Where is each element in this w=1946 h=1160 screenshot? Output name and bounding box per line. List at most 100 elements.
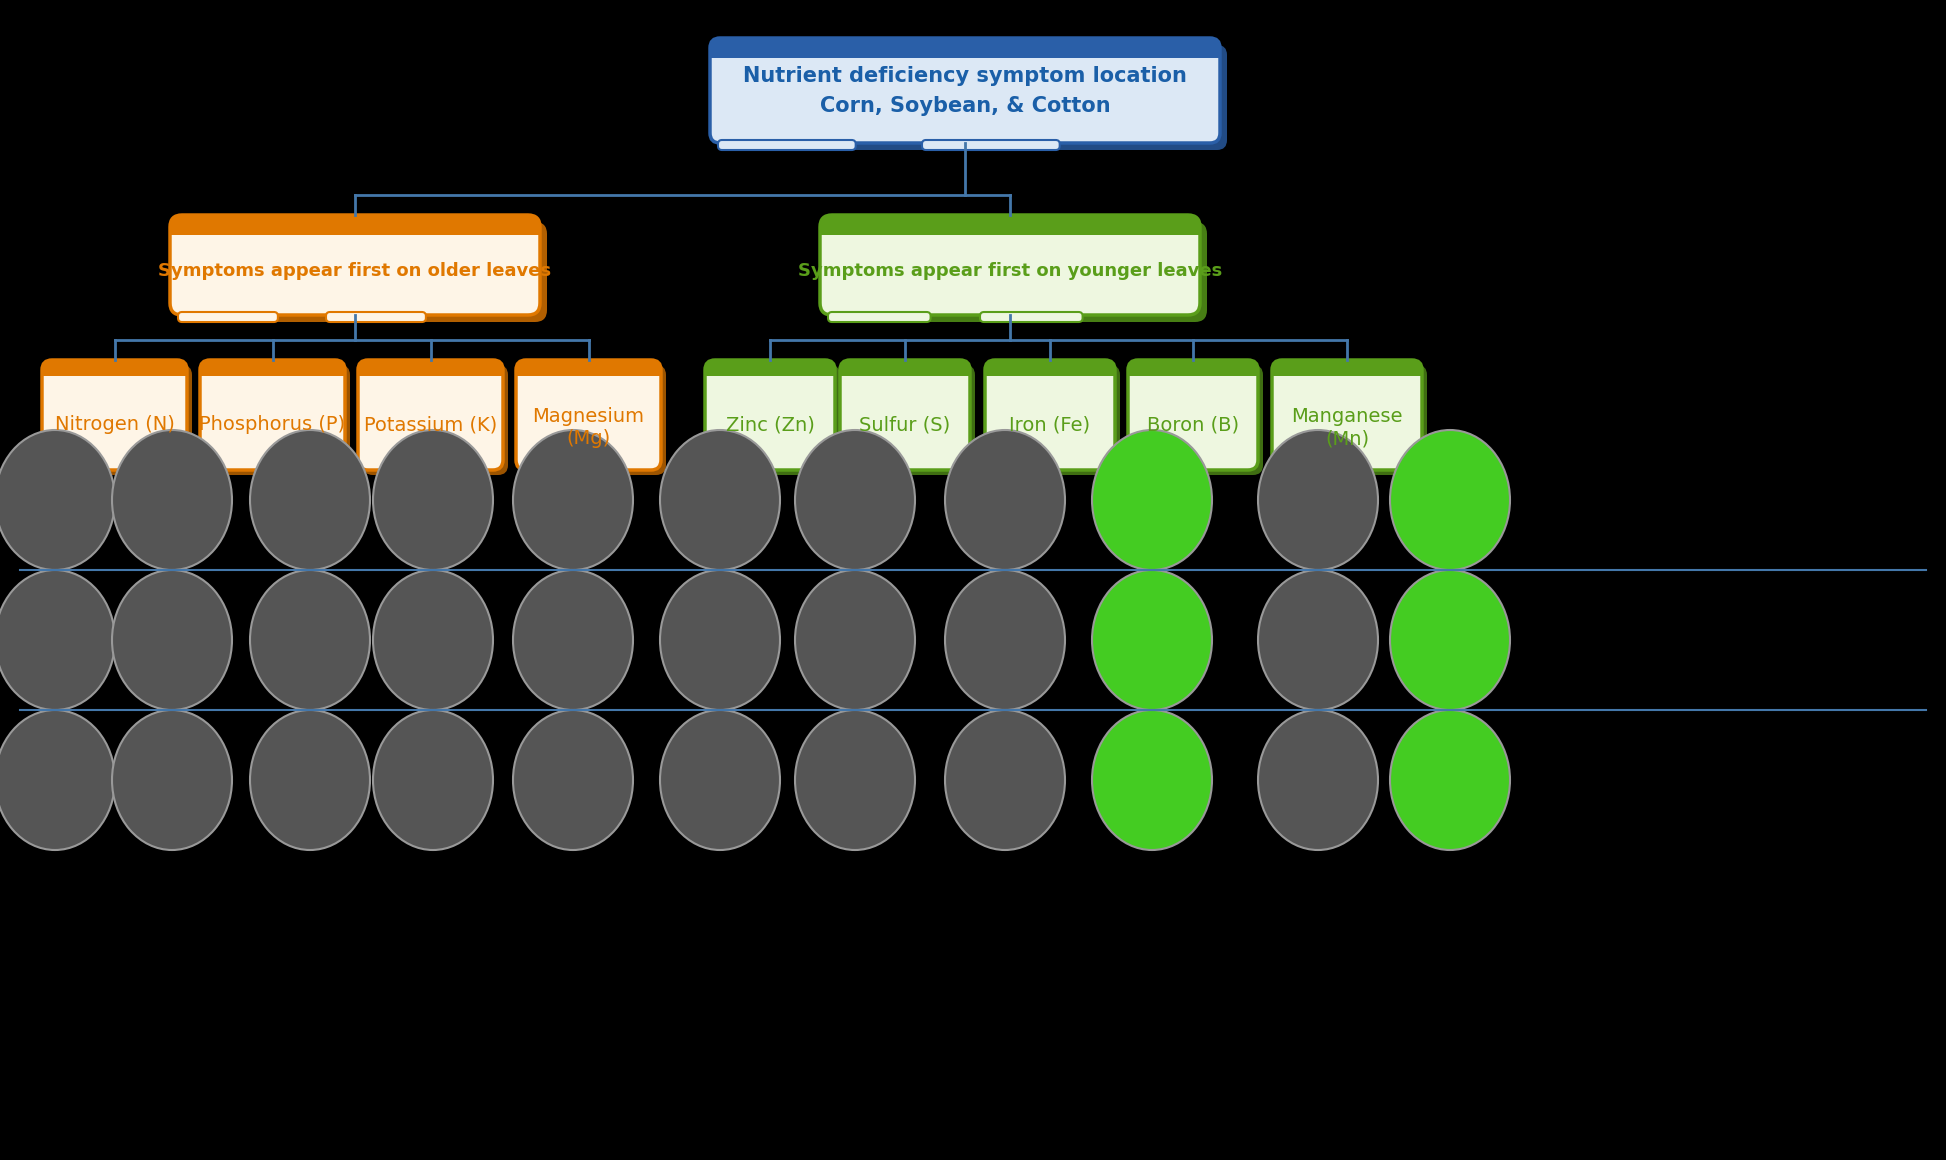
FancyBboxPatch shape — [516, 360, 662, 376]
FancyBboxPatch shape — [200, 360, 344, 470]
Ellipse shape — [0, 710, 115, 850]
FancyBboxPatch shape — [819, 215, 1201, 235]
FancyBboxPatch shape — [718, 140, 856, 150]
Ellipse shape — [946, 430, 1064, 570]
Text: (Mg): (Mg) — [566, 429, 611, 449]
Text: Phosphorus (P): Phosphorus (P) — [198, 415, 346, 435]
FancyBboxPatch shape — [177, 312, 278, 322]
FancyBboxPatch shape — [177, 222, 547, 322]
Text: Nutrient deficiency symptom location: Nutrient deficiency symptom location — [743, 66, 1187, 87]
FancyBboxPatch shape — [169, 215, 539, 316]
FancyBboxPatch shape — [710, 38, 1220, 58]
FancyBboxPatch shape — [1277, 365, 1426, 474]
Text: Sulfur (S): Sulfur (S) — [860, 415, 952, 435]
Ellipse shape — [514, 710, 632, 850]
FancyBboxPatch shape — [47, 365, 193, 474]
FancyBboxPatch shape — [981, 312, 1082, 322]
FancyBboxPatch shape — [1273, 360, 1423, 376]
Bar — [710, 48, 1220, 58]
Bar — [985, 368, 1115, 376]
FancyBboxPatch shape — [200, 360, 344, 376]
Ellipse shape — [249, 430, 370, 570]
FancyBboxPatch shape — [1273, 360, 1423, 470]
Ellipse shape — [660, 710, 780, 850]
FancyBboxPatch shape — [1129, 360, 1257, 376]
Ellipse shape — [113, 570, 232, 710]
Bar — [169, 225, 539, 235]
Ellipse shape — [374, 710, 492, 850]
Ellipse shape — [660, 430, 780, 570]
Ellipse shape — [1389, 430, 1510, 570]
FancyBboxPatch shape — [43, 360, 187, 470]
FancyBboxPatch shape — [358, 360, 502, 470]
FancyBboxPatch shape — [327, 312, 426, 322]
Ellipse shape — [1389, 570, 1510, 710]
Ellipse shape — [249, 710, 370, 850]
Ellipse shape — [514, 430, 632, 570]
FancyBboxPatch shape — [716, 45, 1228, 150]
FancyBboxPatch shape — [922, 140, 1061, 150]
FancyBboxPatch shape — [1133, 365, 1263, 474]
FancyBboxPatch shape — [516, 360, 662, 470]
Ellipse shape — [1092, 710, 1212, 850]
FancyBboxPatch shape — [819, 215, 1201, 316]
FancyBboxPatch shape — [1129, 360, 1257, 470]
FancyBboxPatch shape — [985, 360, 1115, 376]
Bar — [841, 368, 969, 376]
Ellipse shape — [796, 710, 915, 850]
Ellipse shape — [113, 430, 232, 570]
Ellipse shape — [1092, 570, 1212, 710]
Ellipse shape — [1389, 710, 1510, 850]
Text: Manganese: Manganese — [1292, 407, 1403, 427]
FancyBboxPatch shape — [704, 360, 835, 376]
FancyBboxPatch shape — [704, 360, 835, 470]
FancyBboxPatch shape — [364, 365, 508, 474]
FancyBboxPatch shape — [358, 360, 502, 376]
Bar — [1129, 368, 1257, 376]
FancyBboxPatch shape — [43, 360, 187, 376]
FancyBboxPatch shape — [841, 360, 969, 470]
Ellipse shape — [249, 570, 370, 710]
Bar — [43, 368, 187, 376]
FancyBboxPatch shape — [841, 360, 969, 376]
Ellipse shape — [514, 570, 632, 710]
Text: Corn, Soybean, & Cotton: Corn, Soybean, & Cotton — [819, 96, 1111, 116]
Bar — [358, 368, 502, 376]
Bar — [200, 368, 344, 376]
FancyBboxPatch shape — [827, 312, 930, 322]
Ellipse shape — [1257, 430, 1378, 570]
FancyBboxPatch shape — [985, 360, 1115, 470]
Ellipse shape — [0, 430, 115, 570]
FancyBboxPatch shape — [991, 365, 1121, 474]
Text: Iron (Fe): Iron (Fe) — [1010, 415, 1090, 435]
Ellipse shape — [946, 710, 1064, 850]
Bar — [516, 368, 662, 376]
Ellipse shape — [946, 570, 1064, 710]
FancyBboxPatch shape — [710, 38, 1220, 143]
Text: Symptoms appear first on younger leaves: Symptoms appear first on younger leaves — [798, 262, 1222, 280]
Ellipse shape — [1257, 570, 1378, 710]
Text: Zinc (Zn): Zinc (Zn) — [726, 415, 815, 435]
FancyBboxPatch shape — [522, 365, 666, 474]
Text: Magnesium: Magnesium — [533, 407, 644, 427]
Text: Boron (B): Boron (B) — [1146, 415, 1240, 435]
Text: (Mn): (Mn) — [1325, 429, 1370, 449]
Ellipse shape — [660, 570, 780, 710]
FancyBboxPatch shape — [845, 365, 975, 474]
Ellipse shape — [374, 570, 492, 710]
Bar — [704, 368, 835, 376]
Text: Nitrogen (N): Nitrogen (N) — [54, 415, 175, 435]
Ellipse shape — [0, 570, 115, 710]
Ellipse shape — [374, 430, 492, 570]
FancyBboxPatch shape — [710, 365, 841, 474]
Bar — [819, 225, 1201, 235]
Ellipse shape — [796, 430, 915, 570]
Bar — [1273, 368, 1423, 376]
Text: Potassium (K): Potassium (K) — [364, 415, 496, 435]
FancyBboxPatch shape — [827, 222, 1207, 322]
Ellipse shape — [113, 710, 232, 850]
Ellipse shape — [1257, 710, 1378, 850]
Ellipse shape — [796, 570, 915, 710]
FancyBboxPatch shape — [169, 215, 539, 235]
Text: Symptoms appear first on older leaves: Symptoms appear first on older leaves — [158, 262, 551, 280]
